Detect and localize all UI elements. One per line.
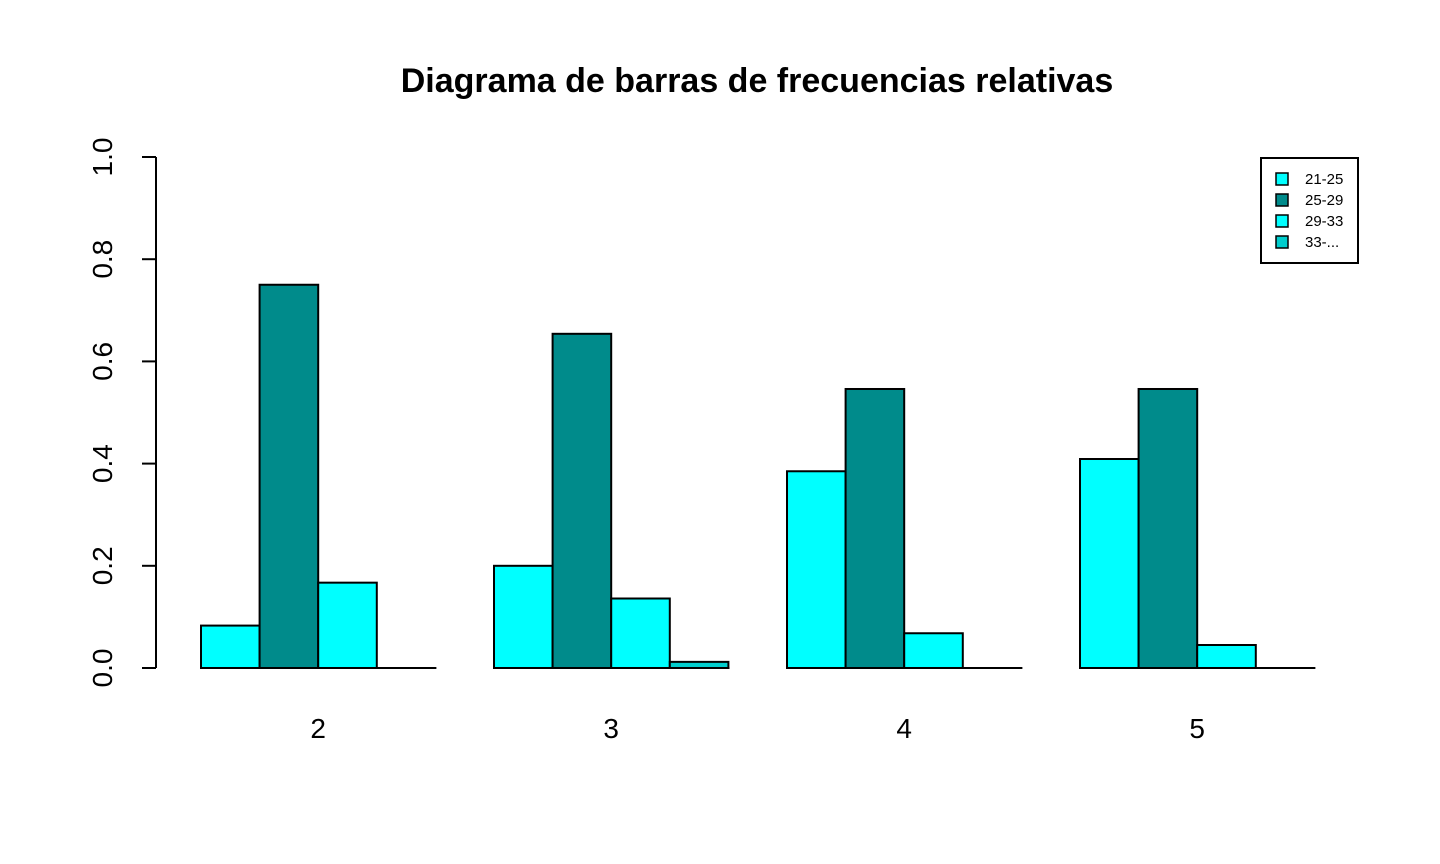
x-tick-label: 4 — [896, 713, 912, 744]
bar-group-2 — [200, 283, 437, 670]
legend-swatch — [1275, 172, 1289, 186]
bar-21-25-2 — [200, 624, 261, 669]
bar-25-29-5 — [1137, 387, 1199, 669]
bar-29-33-3 — [610, 597, 671, 670]
bar-29-33-4 — [903, 632, 964, 670]
y-tick-label: 0.8 — [87, 240, 118, 279]
x-tick-label: 5 — [1189, 713, 1205, 744]
y-tick-label: 0.2 — [87, 546, 118, 585]
y-axis: 0.0 0.2 0.4 0.6 0.8 1.0 — [87, 138, 157, 688]
bars — [200, 283, 1316, 670]
y-tick-label: 0.4 — [87, 444, 118, 483]
bar-29-33-5 — [1196, 644, 1257, 670]
bar-21-25-4 — [786, 470, 847, 670]
bar-25-29-4 — [844, 387, 906, 669]
legend-label: 33-... — [1305, 234, 1339, 251]
bar-group-4 — [786, 387, 1023, 670]
bar-21-25-3 — [493, 564, 554, 669]
chart-title: Diagrama de barras de frecuencias relati… — [401, 62, 1114, 100]
bar-group-3 — [493, 332, 730, 670]
x-tick-label: 3 — [603, 713, 619, 744]
legend-label: 29-33 — [1305, 213, 1343, 230]
x-tick-label: 2 — [310, 713, 326, 744]
bar-21-25-5 — [1079, 458, 1140, 669]
y-tick-label: 0.0 — [87, 649, 118, 688]
bar-25-29-3 — [551, 332, 613, 669]
y-tick-label: 1.0 — [87, 138, 118, 177]
bar-29-33-2 — [317, 581, 378, 670]
legend-swatch — [1275, 214, 1289, 228]
y-tick-label: 0.6 — [87, 342, 118, 381]
legend-label: 25-29 — [1305, 192, 1343, 209]
legend-swatch — [1275, 235, 1289, 249]
legend-label: 21-25 — [1305, 171, 1343, 188]
legend: 21-25 25-29 29-33 33-... — [1260, 157, 1359, 264]
bar-group-5 — [1079, 387, 1316, 670]
legend-swatch — [1275, 193, 1289, 207]
bar-25-29-2 — [258, 283, 320, 669]
x-axis-labels: 2 3 4 5 — [310, 713, 1205, 744]
